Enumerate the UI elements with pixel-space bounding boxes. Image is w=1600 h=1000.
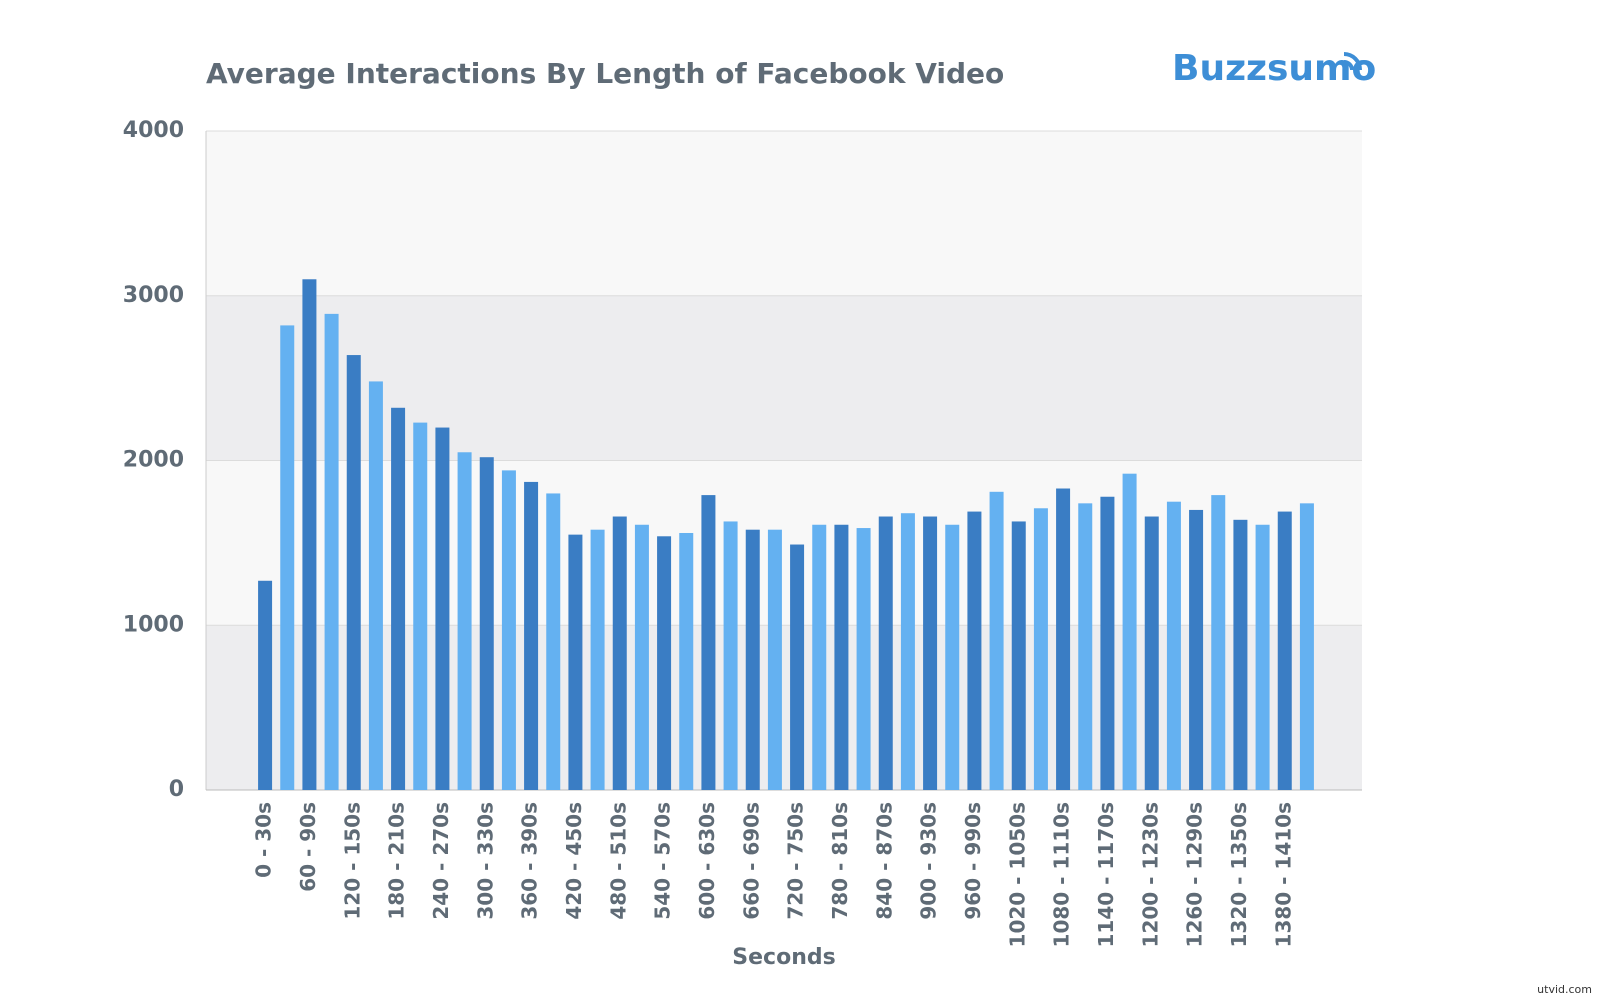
bar — [790, 544, 805, 790]
bar — [1255, 524, 1270, 790]
x-tick-label: 540 - 570s — [651, 802, 675, 920]
bar — [834, 524, 849, 790]
x-tick-label: 900 - 930s — [917, 802, 941, 920]
bar — [923, 516, 938, 790]
bar — [590, 529, 605, 790]
bar — [302, 279, 317, 790]
bar — [435, 427, 450, 790]
bar — [767, 529, 782, 790]
x-tick-label: 480 - 510s — [606, 802, 630, 920]
x-tick-label: 1260 - 1290s — [1183, 802, 1207, 947]
bar — [280, 325, 295, 790]
bar — [634, 524, 649, 790]
brand-logo: Buzzsumo — [1172, 48, 1376, 89]
watermark: utvid.com — [1537, 983, 1592, 996]
bar — [501, 470, 516, 790]
bar — [812, 524, 827, 790]
x-tick-label: 660 - 690s — [739, 802, 763, 920]
x-tick-label: 1200 - 1230s — [1138, 802, 1162, 947]
bar — [1033, 508, 1048, 790]
bar — [1100, 496, 1115, 790]
x-tick-label: 300 - 330s — [473, 802, 497, 920]
bar — [900, 513, 915, 790]
bar — [568, 534, 583, 790]
bar — [967, 511, 982, 790]
bar — [945, 524, 960, 790]
bar — [1166, 501, 1181, 790]
bar — [1122, 473, 1137, 790]
x-tick-label: 0 - 30s — [252, 802, 276, 878]
x-tick-label: 180 - 210s — [385, 802, 409, 920]
bar — [1189, 509, 1204, 790]
x-tick-label: 420 - 450s — [562, 802, 586, 920]
x-tick-label: 600 - 630s — [695, 802, 719, 920]
bar — [701, 495, 716, 790]
bar — [457, 452, 472, 790]
x-tick-label: 1320 - 1350s — [1227, 802, 1251, 947]
x-tick-label: 780 - 810s — [828, 802, 852, 920]
bar — [612, 516, 627, 790]
x-tick-label: 120 - 150s — [340, 802, 364, 920]
logo-signal — [1343, 52, 1362, 71]
bar — [1056, 488, 1071, 790]
bar — [1078, 503, 1093, 790]
y-tick-label: 0 — [169, 777, 184, 802]
bar — [1299, 503, 1314, 790]
bar — [1211, 495, 1226, 790]
x-tick-label: 1080 - 1110s — [1050, 802, 1074, 947]
x-tick-label: 360 - 390s — [518, 802, 542, 920]
bar — [679, 532, 694, 790]
x-tick-label: 720 - 750s — [784, 802, 808, 920]
y-tick-label: 4000 — [123, 118, 184, 143]
x-tick-label: 240 - 270s — [429, 802, 453, 920]
bar — [745, 529, 760, 790]
bar — [989, 491, 1004, 790]
bar — [479, 457, 494, 790]
x-tick-label: 60 - 90s — [296, 802, 320, 892]
bar — [391, 407, 406, 790]
bar — [368, 381, 383, 790]
bar — [324, 313, 339, 790]
y-tick-label: 3000 — [123, 283, 184, 308]
bar — [1011, 521, 1026, 790]
x-tick-label: 840 - 870s — [872, 802, 896, 920]
bar — [657, 536, 672, 790]
x-tick-label: 1140 - 1170s — [1094, 802, 1118, 947]
bar — [1277, 511, 1292, 790]
bar — [346, 355, 361, 790]
chart-title: Average Interactions By Length of Facebo… — [206, 57, 1004, 90]
bar — [878, 516, 893, 790]
bar — [524, 481, 539, 790]
x-axis-label: Seconds — [732, 945, 835, 970]
bar — [413, 422, 428, 790]
bar — [546, 493, 561, 790]
y-tick-label: 1000 — [123, 612, 184, 637]
y-tick-label: 2000 — [123, 448, 184, 473]
bar — [258, 580, 273, 790]
bar — [1144, 516, 1159, 790]
bar — [856, 528, 871, 790]
x-tick-label: 1380 - 1410s — [1271, 802, 1295, 947]
x-tick-label: 960 - 990s — [961, 802, 985, 920]
bar — [723, 521, 738, 790]
plot-band — [206, 131, 1362, 296]
x-tick-label: 1020 - 1050s — [1005, 802, 1029, 947]
bar — [1233, 519, 1248, 790]
